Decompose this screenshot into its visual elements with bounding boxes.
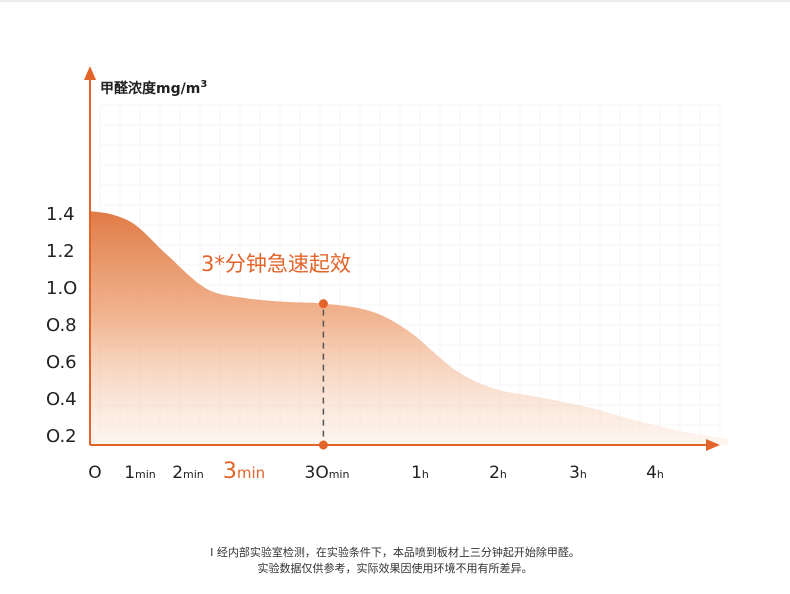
- x-tick-label: 3h: [569, 463, 587, 483]
- footnote-line-2: 实验数据仅供参考，实际效果因使用环境不用有所差异。: [257, 562, 533, 575]
- y-tick-label: O.6: [46, 352, 77, 373]
- x-tick-label: 1h: [411, 463, 429, 483]
- x-tick-label: 2h: [489, 463, 507, 483]
- y-tick-label: 1.2: [46, 241, 75, 262]
- y-tick-label: 1.O: [46, 278, 77, 299]
- top-divider: [0, 0, 790, 2]
- x-tick-label: 3min: [223, 459, 265, 484]
- y-tick-label: 1.4: [46, 204, 75, 225]
- x-tick-labels: O 1min 2min 3min 3Omin 1h 2h 3h 4h: [88, 459, 664, 484]
- x-axis-arrow-icon: [706, 439, 720, 451]
- x-tick-label: 1min: [124, 463, 156, 483]
- formaldehyde-area-chart: 甲醛浓度mg/m3 1.4 1.2 1.O O.8 O.6 O.4 O.2 O 1min 2mi…: [46, 66, 728, 484]
- y-tick-label: O.4: [46, 389, 77, 410]
- y-tick-label: O.2: [46, 426, 77, 447]
- concentration-area: [90, 211, 728, 445]
- x-tick-label: O: [88, 463, 101, 483]
- y-axis-title: 甲醛浓度mg/m3: [100, 79, 207, 97]
- marker-point: [318, 299, 328, 309]
- y-axis-arrow-icon: [84, 66, 96, 80]
- x-tick-label: 4h: [646, 463, 664, 483]
- annotation-label: 3*分钟急速起效: [201, 252, 351, 276]
- x-tick-label: 2min: [172, 463, 204, 483]
- y-tick-labels: 1.4 1.2 1.O O.8 O.6 O.4 O.2: [46, 204, 77, 447]
- footnote-line-1: Ⅰ 经内部实验室检测，在实验条件下，本品喷到板材上三分钟起开始除甲醛。: [210, 546, 580, 559]
- x-tick-label: 3Omin: [305, 463, 350, 483]
- y-axis-title-main: 甲醛浓度mg/m: [100, 80, 200, 97]
- y-axis-title-sup: 3: [200, 79, 207, 90]
- y-tick-label: O.8: [46, 315, 77, 336]
